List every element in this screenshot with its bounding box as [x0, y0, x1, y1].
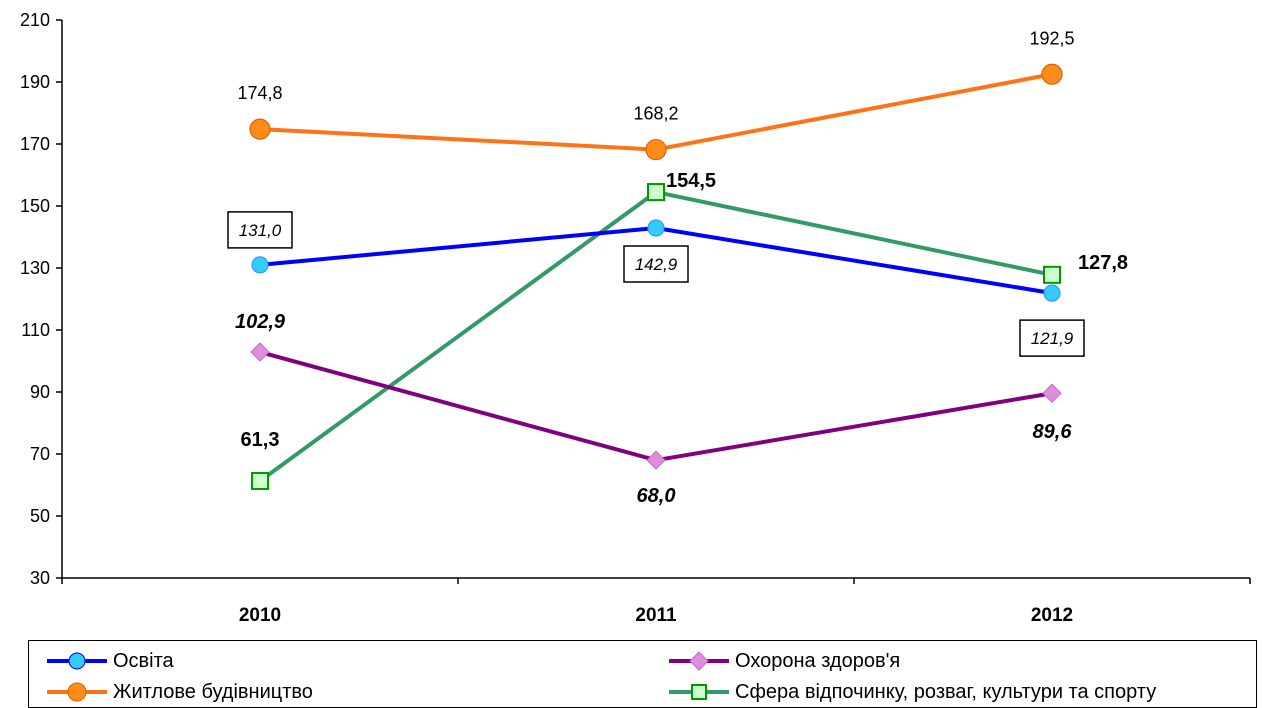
legend-item-health: Охорона здоров'я: [667, 647, 900, 675]
series-line-health: [259, 350, 1053, 463]
line-chart: 30 50 70 90 110 130 150 170 190 210 2010 2011 2012 1…: [20, 10, 1251, 626]
data-label-osvita-2011: 142,9: [635, 255, 678, 274]
data-labels: 174,8 168,2 192,5 61,3 154,5 127,8 102,9 68,0 89…: [227, 28, 1128, 507]
marker-health-2011: [646, 450, 666, 470]
y-tick-label: 170: [20, 134, 50, 154]
marker-health-2012: [1042, 383, 1062, 403]
marker-leisure-2012: [1043, 265, 1061, 284]
data-label-housing-2010: 174,8: [237, 83, 282, 103]
series-markers: [249, 63, 1063, 490]
y-tick-label: 110: [21, 320, 50, 340]
x-tick-label: 2011: [635, 605, 677, 626]
legend-swatch-health: [669, 651, 729, 671]
marker-osvita-2011: [647, 219, 665, 237]
data-label-leisure-2010: 61,3: [241, 429, 280, 451]
y-tick-label: 30: [30, 568, 50, 588]
data-label-health-2011: 68,0: [637, 485, 676, 507]
y-tick-label: 90: [30, 382, 50, 402]
x-tick-label: 2010: [239, 605, 281, 626]
y-tick-label: 210: [20, 10, 50, 30]
legend-label-leisure: Сфера відпочинку, розваг, культури та сп…: [735, 680, 1157, 703]
marker-housing-2011: [645, 138, 667, 161]
marker-leisure-2010: [251, 471, 269, 490]
y-tick-label: 150: [20, 196, 50, 216]
data-label-box-osvita-2011: [623, 245, 689, 283]
legend-item-osvita: Освіта: [45, 647, 174, 675]
legend-item-housing: Житлове будівництво: [45, 678, 313, 706]
legend-swatch-leisure: [669, 684, 729, 700]
marker-housing-2012: [1041, 63, 1063, 85]
y-tick-label: 70: [30, 444, 50, 464]
y-tick-label: 190: [20, 72, 50, 92]
marker-health-2010: [250, 342, 270, 362]
legend-label-osvita: Освіта: [113, 649, 174, 672]
legend-label-health: Охорона здоров'я: [735, 649, 901, 672]
legend-swatch-housing: [47, 682, 107, 702]
data-label-housing-2011: 168,2: [633, 104, 678, 124]
data-label-box-osvita-2012: [1019, 319, 1085, 357]
marker-leisure-2011: [647, 183, 665, 202]
data-label-leisure-2012: 127,8: [1078, 252, 1128, 274]
data-label-osvita-2010: 131,0: [239, 221, 282, 240]
x-tick-label: 2012: [1031, 605, 1073, 626]
legend: Освіта Охорона здоров'я Житлове будівниц…: [28, 640, 1257, 708]
y-tick-label: 130: [20, 258, 50, 278]
data-label-leisure-2011: 154,5: [666, 170, 716, 192]
data-label-housing-2012: 192,5: [1029, 28, 1074, 48]
marker-osvita-2010: [251, 256, 269, 274]
legend-label-housing: Житлове будівництво: [113, 680, 313, 703]
data-label-health-2012: 89,6: [1033, 421, 1073, 443]
legend-item-leisure: Сфера відпочинку, розваг, культури та сп…: [667, 678, 1156, 706]
marker-housing-2010: [249, 118, 271, 140]
legend-swatch-osvita: [47, 652, 107, 670]
marker-osvita-2012: [1043, 284, 1061, 302]
data-label-osvita-2012: 121,9: [1031, 329, 1074, 348]
data-label-health-2010: 102,9: [235, 311, 286, 333]
data-label-box-osvita-2010: [227, 211, 293, 249]
axes: 30 50 70 90 110 130 150 170 190 210 2010 2011 2012: [20, 10, 1251, 626]
y-tick-label: 50: [30, 506, 50, 526]
